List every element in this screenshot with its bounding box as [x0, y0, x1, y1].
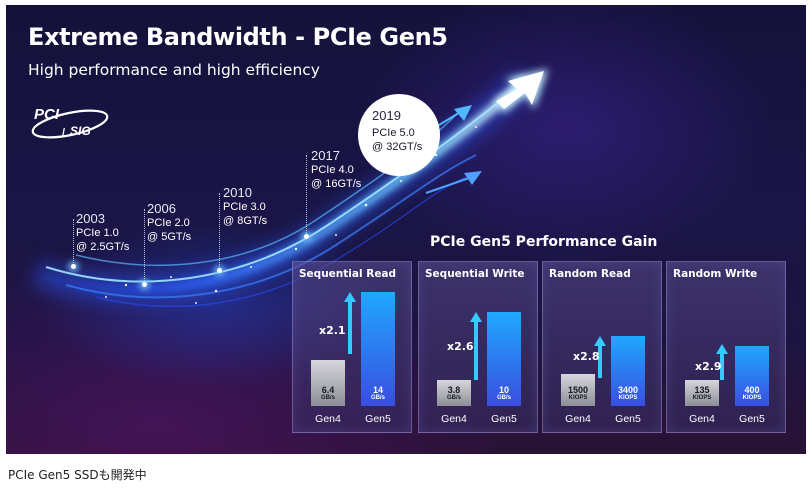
gain-multiplier: x2.6	[447, 340, 474, 353]
gen5-value: 3400 KIOPS	[617, 385, 639, 402]
milestone-rate: @ 16GT/s	[311, 178, 362, 190]
milestone-year: 2010	[223, 185, 252, 200]
gen5-value: 14 GB/s	[370, 385, 385, 402]
milestone-2006: 2006 PCIe 2.0 @ 5GT/s	[147, 201, 191, 244]
gen4-value: 1500 KIOPS	[567, 385, 589, 402]
milestone-dot	[217, 268, 222, 273]
panel-title: Sequential Write	[425, 268, 525, 280]
sequential-write-panel: Sequential Write x2.6 3.8 GB/s 10 GB/s Gen…	[418, 261, 538, 433]
gen4-value: 3.8 GB/s	[446, 385, 461, 402]
gen5-value: 400 KIOPS	[742, 385, 762, 402]
gain-arrow-icon	[344, 292, 356, 354]
gen4-label: Gen4	[565, 413, 591, 425]
performance-gain-title: PCIe Gen5 Performance Gain	[430, 234, 658, 250]
milestone-dot	[142, 282, 147, 287]
svg-text:PCI: PCI	[34, 106, 60, 123]
gen5-label: Gen5	[739, 413, 765, 425]
milestone-connector	[73, 219, 75, 265]
milestone-dot	[304, 234, 309, 239]
milestone-spec: PCIe 2.0	[147, 217, 190, 229]
gen5-bar: 14 GB/s	[361, 292, 395, 406]
banner-title: Extreme Bandwidth - PCIe Gen5	[28, 23, 448, 51]
gen5-label: Gen5	[491, 413, 517, 425]
gain-multiplier: x2.8	[573, 350, 600, 363]
gen5-bar: 400 KIOPS	[735, 346, 769, 406]
gen4-label: Gen4	[689, 413, 715, 425]
gain-multiplier: x2.1	[319, 324, 346, 337]
milestone-spec-name: PCIe 5.0	[372, 127, 415, 139]
banner-subtitle: High performance and high efficiency	[28, 61, 320, 79]
gain-arrow-icon	[716, 344, 728, 380]
milestone-year: 2019	[372, 108, 401, 123]
milestone-connector	[219, 193, 221, 269]
panel-title: Random Read	[549, 268, 631, 280]
milestone-connector	[144, 209, 146, 283]
milestone-connector	[306, 155, 308, 235]
milestone-spec: PCIe 5.0 @ 32GT/s	[372, 126, 422, 154]
gen4-value: 6.4 GB/s	[320, 385, 335, 402]
gen5-bar: 10 GB/s	[487, 312, 521, 406]
milestone-spec: PCIe 3.0	[223, 201, 266, 213]
image-caption: PCIe Gen5 SSDも開発中	[8, 468, 147, 482]
svg-text:/: /	[62, 127, 65, 139]
gen5-bar: 3400 KIOPS	[611, 336, 645, 406]
milestone-dot	[71, 264, 76, 269]
sequential-read-panel: Sequential Read x2.1 6.4 GB/s 14 GB/s Gen4…	[292, 261, 412, 433]
svg-text:SIG: SIG	[70, 124, 91, 138]
milestone-2010: 2010 PCIe 3.0 @ 8GT/s	[223, 185, 267, 228]
gain-multiplier: x2.9	[695, 360, 722, 373]
random-write-panel: Random Write x2.9 135 KIOPS 400 KIOPS Gen4…	[666, 261, 786, 433]
gen5-value: 10 GB/s	[496, 385, 511, 402]
panel-title: Random Write	[673, 268, 758, 280]
gen4-bar: 3.8 GB/s	[437, 380, 471, 406]
pci-sig-logo: PCI SIG /	[31, 106, 109, 139]
milestone-2017: 2017 PCIe 4.0 @ 16GT/s	[311, 148, 361, 191]
milestone-rate: @ 2.5GT/s	[76, 241, 130, 253]
random-read-panel: Random Read x2.8 1500 KIOPS 3400 KIOPS Gen…	[542, 261, 662, 433]
gen4-bar: 135 KIOPS	[685, 380, 719, 406]
milestone-2003: 2003 PCIe 1.0 @ 2.5GT/s	[76, 211, 129, 254]
milestone-year: 2017	[311, 148, 340, 163]
bandwidth-arrow-graphic	[31, 69, 548, 308]
gen4-value: 135 KIOPS	[692, 385, 712, 402]
milestone-2019-highlight: 2019 PCIe 5.0 @ 32GT/s	[358, 94, 440, 176]
milestone-spec: PCIe 1.0	[76, 227, 119, 239]
gen5-label: Gen5	[615, 413, 641, 425]
pcie-gen5-banner-image: Extreme Bandwidth - PCIe Gen5 High perfo…	[6, 5, 806, 454]
milestone-rate: @ 5GT/s	[147, 231, 192, 243]
gen5-label: Gen5	[365, 413, 391, 425]
milestone-year: 2006	[147, 201, 176, 216]
gain-arrow-icon	[594, 336, 606, 378]
gain-arrow-icon	[470, 312, 482, 380]
gen4-bar: 1500 KIOPS	[561, 374, 595, 406]
milestone-spec: PCIe 4.0	[311, 164, 354, 176]
gen4-bar: 6.4 GB/s	[311, 360, 345, 406]
gen4-label: Gen4	[441, 413, 467, 425]
milestone-year: 2003	[76, 211, 105, 226]
milestone-rate: @ 32GT/s	[372, 141, 423, 153]
gen4-label: Gen4	[315, 413, 341, 425]
panel-title: Sequential Read	[299, 268, 397, 280]
milestone-rate: @ 8GT/s	[223, 215, 268, 227]
